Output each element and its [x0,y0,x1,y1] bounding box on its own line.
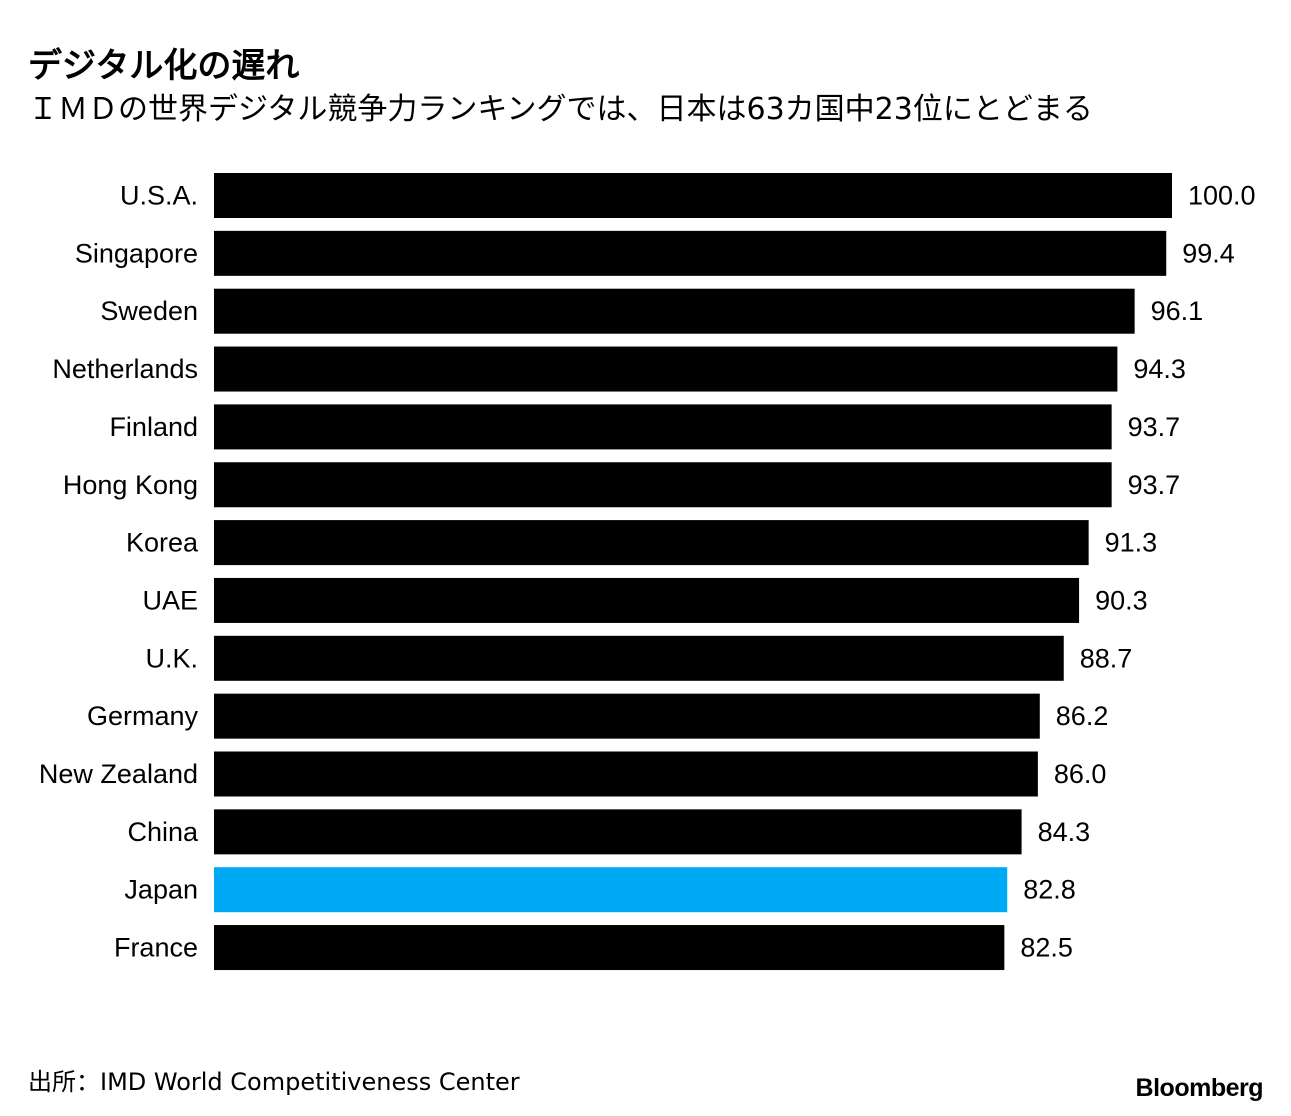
bar-u-k [214,635,1064,681]
category-label: Finland [109,412,198,442]
value-label: 99.4 [1182,238,1235,268]
bar-germany [214,693,1040,739]
category-label: U.K. [145,643,198,673]
value-label: 86.2 [1056,701,1109,731]
value-label: 86.0 [1054,759,1107,789]
value-label: 82.5 [1020,933,1073,963]
value-label: 93.7 [1128,470,1181,500]
value-label: 100.0 [1188,181,1256,211]
bar-new-zealand [214,751,1038,797]
category-label: Netherlands [52,354,198,384]
category-label: Singapore [75,238,198,268]
category-label: New Zealand [39,759,198,789]
value-label: 93.7 [1128,412,1181,442]
bar-sweden [214,288,1135,334]
bar-hong-kong [214,462,1112,508]
bar-netherlands [214,346,1118,392]
bar-japan [214,867,1008,913]
value-label: 82.8 [1023,875,1076,905]
bloomberg-logo: Bloomberg [1135,1074,1264,1102]
category-label: Japan [124,875,198,905]
bar-finland [214,404,1112,450]
bar-korea [214,520,1089,566]
value-label: 96.1 [1151,296,1204,326]
bar-u-s-a [214,173,1172,218]
category-label: France [114,933,198,963]
source-note: 出所：IMD World Competitiveness Center [28,1068,520,1096]
chart-title: デジタル化の遅れ [28,46,300,86]
category-label: China [127,817,199,847]
bar-uae [214,577,1080,623]
category-label: Hong Kong [63,470,198,500]
category-label: Korea [126,528,199,558]
category-label: UAE [142,585,198,615]
value-label: 90.3 [1095,585,1148,615]
bar-china [214,809,1022,855]
category-label: U.S.A. [120,181,198,211]
category-label: Germany [87,701,199,731]
bar-singapore [214,230,1167,276]
bar-france [214,925,1005,971]
value-label: 91.3 [1105,528,1158,558]
value-label: 84.3 [1038,817,1091,847]
category-label: Sweden [100,296,198,326]
chart-subtitle: ＩＭＤの世界デジタル競争力ランキングでは、日本は63カ国中23位にとどまる [28,92,1093,127]
value-label: 94.3 [1133,354,1186,384]
value-label: 88.7 [1080,643,1133,673]
